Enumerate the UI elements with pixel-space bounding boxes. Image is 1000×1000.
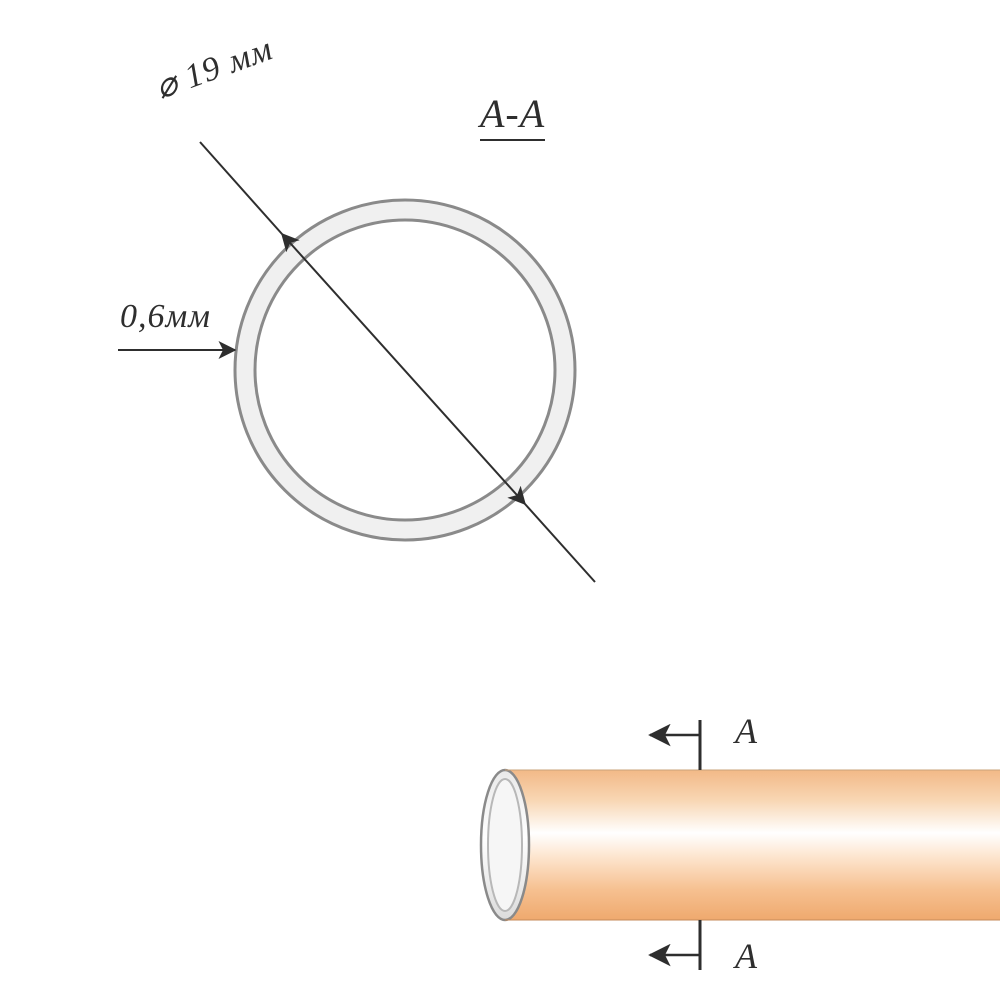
drawing-canvas: DECO OLEX A-A ⌀ 19 мм 0,6мм A (0, 0, 1000, 1000)
tube-side-view (481, 770, 1000, 920)
cut-label-bottom: A (735, 935, 757, 977)
thickness-label: 0,6мм (120, 298, 211, 336)
section-label: A-A (480, 90, 545, 141)
cut-label-top: A (735, 710, 757, 752)
technical-drawing: DECO OLEX (0, 0, 1000, 1000)
